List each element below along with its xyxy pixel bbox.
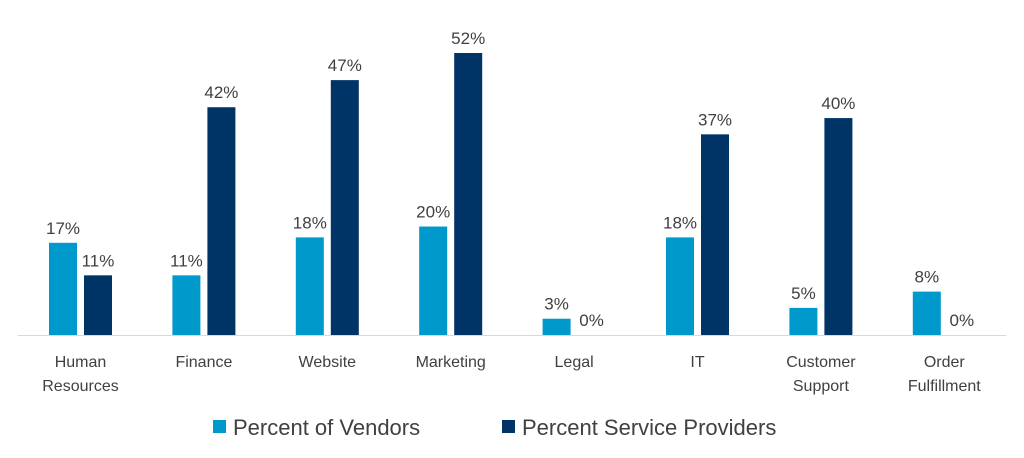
data-label-service-providers-5: 37% <box>698 110 732 129</box>
legend-label-service-providers: Percent Service Providers <box>522 415 776 440</box>
bar-vendors-7 <box>912 291 941 335</box>
data-label-service-providers-4: 0% <box>579 311 604 330</box>
bar-vendors-6 <box>789 307 818 335</box>
category-label-0-0: Human <box>55 354 107 371</box>
category-label-3-0: Marketing <box>416 354 486 371</box>
data-label-service-providers-0: 11% <box>82 251 115 270</box>
data-label-vendors-0: 17% <box>46 219 80 238</box>
data-label-vendors-5: 18% <box>663 213 697 232</box>
data-label-service-providers-3: 52% <box>451 29 485 48</box>
data-label-vendors-7: 8% <box>915 268 940 287</box>
bar-vendors-4 <box>542 318 571 335</box>
data-label-service-providers-6: 40% <box>821 94 855 113</box>
category-label-4-0: Legal <box>555 354 594 371</box>
bar-vendors-1 <box>172 275 201 335</box>
plot-area: 17%11%HumanResources11%42%Finance18%47%W… <box>42 29 981 395</box>
category-label-6-0: Customer <box>786 354 856 371</box>
data-label-vendors-6: 5% <box>791 284 816 303</box>
category-label-7-1: Fulfillment <box>908 378 981 395</box>
legend-label-vendors: Percent of Vendors <box>233 415 420 440</box>
bar-service-providers-1 <box>207 107 236 335</box>
category-label-0-1: Resources <box>42 378 118 395</box>
bar-vendors-2 <box>295 237 324 335</box>
data-label-service-providers-2: 47% <box>328 56 362 75</box>
category-label-5-0: IT <box>690 354 704 371</box>
data-label-vendors-2: 18% <box>293 213 327 232</box>
bar-service-providers-5 <box>701 134 729 335</box>
data-label-vendors-1: 11% <box>170 251 203 270</box>
bar-vendors-3 <box>419 226 448 335</box>
data-label-service-providers-1: 42% <box>204 83 238 102</box>
data-label-vendors-3: 20% <box>416 203 450 222</box>
bar-service-providers-2 <box>330 80 359 335</box>
bar-vendors-0 <box>49 242 77 335</box>
data-label-vendors-4: 3% <box>544 295 569 314</box>
bar-service-providers-0 <box>84 275 112 335</box>
legend-swatch-vendors <box>213 420 226 433</box>
category-label-6-1: Support <box>793 378 850 395</box>
legend-swatch-service-providers <box>502 420 515 433</box>
bar-service-providers-6 <box>824 118 853 335</box>
bar-service-providers-3 <box>454 53 483 335</box>
legend: Percent of Vendors Percent Service Provid… <box>213 415 776 440</box>
category-label-1-0: Finance <box>175 354 232 371</box>
category-label-2-0: Website <box>299 354 357 371</box>
data-label-service-providers-7: 0% <box>950 311 975 330</box>
category-label-7-0: Order <box>924 354 966 371</box>
bar-vendors-5 <box>666 237 694 335</box>
